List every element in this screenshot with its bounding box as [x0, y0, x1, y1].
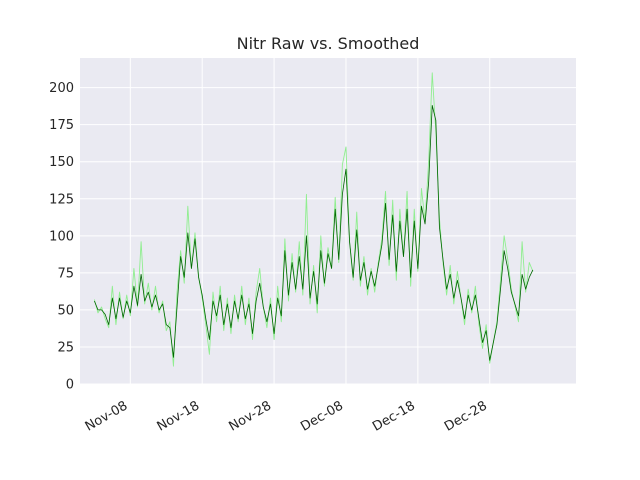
grid — [80, 58, 576, 385]
y-tick-label: 175 — [49, 118, 74, 133]
y-tick-label: 0 — [66, 378, 74, 393]
y-axis: 0 25 50 75 100 125 150 175 200 — [49, 81, 74, 392]
y-tick-label: 125 — [49, 192, 74, 207]
plot-area — [80, 58, 576, 384]
y-tick-label: 50 — [57, 303, 74, 318]
y-tick-label: 25 — [57, 340, 74, 355]
series-smoothed-line — [94, 105, 534, 361]
y-tick-label: 200 — [49, 81, 74, 96]
series-layer — [93, 72, 534, 367]
chart-title: Nitr Raw vs. Smoothed — [237, 34, 420, 53]
y-tick-label: 100 — [49, 229, 74, 244]
y-tick-label: 75 — [57, 266, 74, 281]
y-tick-label: 150 — [49, 155, 74, 170]
